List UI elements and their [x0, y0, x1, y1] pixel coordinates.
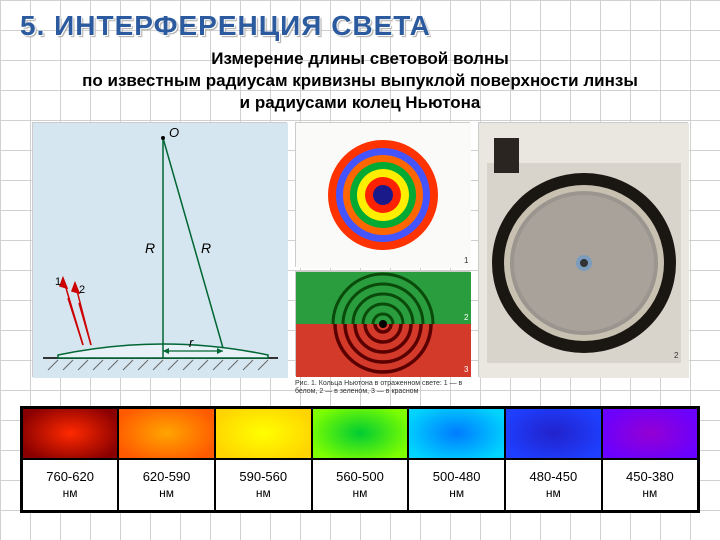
subtitle-line: и радиусами колец Ньютона	[240, 93, 481, 112]
spectrum-color-cell	[408, 407, 505, 459]
spectrum-label-cell: 590-560нм	[215, 459, 312, 511]
ray-label-2: 2	[79, 284, 85, 296]
spectrum-color-cell	[22, 407, 119, 459]
spectrum-color-cell	[118, 407, 215, 459]
spectrum-color-cell	[215, 407, 312, 459]
spectrum-label-cell: 450-380нм	[602, 459, 699, 511]
page-title: 5. ИНТЕРФЕРЕНЦИЯ СВЕТА	[20, 10, 700, 42]
svg-text:2: 2	[464, 313, 469, 322]
lens-diagram: O R R r 1 2	[32, 122, 287, 377]
spectrum-table: 760-620нм620-590нм590-560нм560-500нм500-…	[20, 406, 700, 513]
subtitle: Измерение длины световой волны по извест…	[20, 48, 700, 114]
label-R2: R	[201, 240, 211, 256]
spectrum-color-cell	[602, 407, 699, 459]
label-O: O	[169, 125, 179, 140]
spectrum-label-cell: 760-620нм	[22, 459, 119, 511]
apparatus-photo: 2	[478, 122, 688, 377]
newton-rings-white: 1	[295, 122, 470, 267]
svg-text:3: 3	[464, 365, 469, 374]
figure-caption: Рис. 1. Кольца Ньютона в отраженном свет…	[295, 380, 470, 395]
newton-rings-colored: 2 3	[295, 271, 470, 376]
diagram-row: O R R r 1 2	[20, 122, 700, 395]
label-r: r	[189, 335, 194, 350]
spectrum-label-cell: 560-500нм	[312, 459, 409, 511]
spectrum-color-cell	[312, 407, 409, 459]
spectrum-color-cell	[505, 407, 602, 459]
spectrum-label-cell: 620-590нм	[118, 459, 215, 511]
spectrum-label-cell: 500-480нм	[408, 459, 505, 511]
ray-label-1: 1	[55, 276, 61, 288]
svg-text:1: 1	[464, 256, 469, 265]
center-panel: 1	[295, 122, 470, 395]
subtitle-line: Измерение длины световой волны	[211, 49, 509, 68]
svg-text:2: 2	[674, 351, 679, 360]
spectrum-label-cell: 480-450нм	[505, 459, 602, 511]
label-R: R	[145, 240, 155, 256]
subtitle-line: по известным радиусам кривизны выпуклой …	[82, 71, 638, 90]
